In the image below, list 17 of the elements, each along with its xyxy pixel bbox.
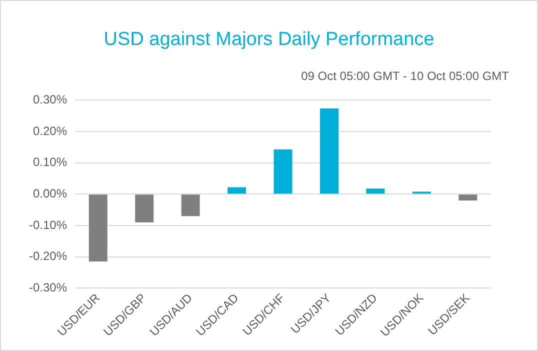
y-tick-label: 0.30% [32, 92, 68, 107]
y-tick-label: -0.30% [28, 280, 68, 294]
bar [320, 108, 338, 194]
bar [228, 187, 246, 194]
y-tick-label: 0.00% [32, 186, 68, 200]
bar [135, 194, 154, 222]
y-tick-label: -0.20% [28, 249, 68, 264]
chart-title: USD against Majors Daily Performance [102, 29, 436, 51]
y-tick-label: 0.10% [32, 155, 68, 170]
bar [274, 149, 292, 194]
bar [366, 188, 385, 194]
y-tick-label: 0.20% [32, 124, 68, 138]
chart-subtitle: 09 Oct 05:00 GMT - 10 Oct 05:00 GMT [301, 69, 509, 83]
bar [88, 194, 108, 262]
y-tick-label: -0.10% [28, 218, 68, 232]
bar [181, 194, 200, 216]
bar [458, 194, 478, 200]
